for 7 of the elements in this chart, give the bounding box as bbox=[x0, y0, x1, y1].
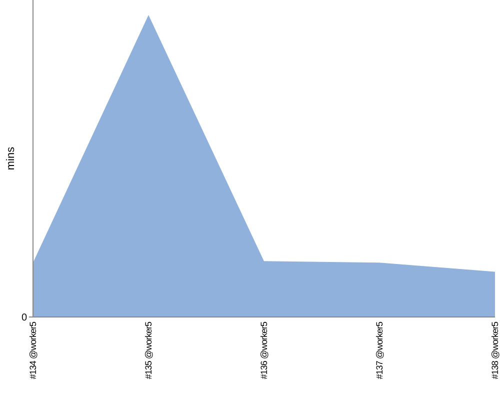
y-axis-title: mins bbox=[5, 146, 17, 170]
text: 0 bbox=[21, 312, 28, 324]
x-tick-label: #135 @worker5 bbox=[144, 322, 154, 380]
x-tick-label: #136 @worker5 bbox=[259, 322, 269, 380]
x-tick-label: #134 @worker5 bbox=[28, 322, 38, 380]
x-tick-label: #138 @worker5 bbox=[490, 322, 500, 380]
x-tick-label: #137 @worker5 bbox=[374, 322, 384, 380]
